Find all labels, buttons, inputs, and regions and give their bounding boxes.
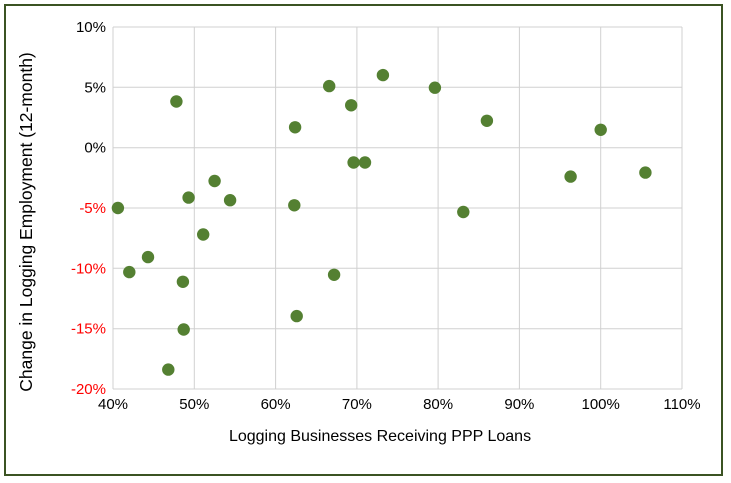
svg-text:-10%: -10%: [71, 260, 106, 277]
svg-text:-5%: -5%: [79, 200, 106, 217]
svg-text:10%: 10%: [76, 19, 106, 36]
svg-text:5%: 5%: [84, 79, 106, 96]
svg-text:70%: 70%: [342, 396, 372, 413]
svg-text:40%: 40%: [98, 396, 128, 413]
svg-text:100%: 100%: [582, 396, 620, 413]
svg-text:Logging Businesses Receiving P: Logging Businesses Receiving PPP Loans: [229, 428, 531, 445]
svg-text:60%: 60%: [261, 396, 291, 413]
svg-text:50%: 50%: [179, 396, 209, 413]
svg-text:90%: 90%: [504, 396, 534, 413]
svg-text:Change in Logging Employment (: Change in Logging Employment (12-month): [16, 52, 36, 392]
svg-text:0%: 0%: [84, 140, 106, 157]
svg-text:-15%: -15%: [71, 321, 106, 338]
svg-text:110%: 110%: [663, 396, 700, 413]
svg-text:80%: 80%: [423, 396, 453, 413]
